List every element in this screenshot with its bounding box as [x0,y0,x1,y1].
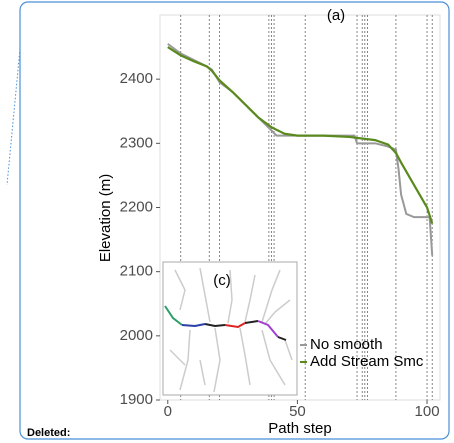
plot: 1900 2000 2100 2200 2300 2400 0 50 100 (a) Path st… [97,7,441,437]
legend-label: Add Stream Smc [310,353,424,370]
legend-label: No smooth [310,336,383,353]
inset-stream [264,299,291,325]
y-axis-label: Elevation (m) [97,174,114,262]
inset-stream [239,327,251,386]
inset-river [224,322,246,329]
inset-river [204,323,226,328]
inset-stream [227,269,233,324]
inset-stream [199,267,211,323]
inset-stream [284,339,293,361]
inset-stream [199,359,206,386]
x-tick-label: 0 [164,403,172,420]
balloon-border [19,1,450,440]
x-tick-label: 50 [289,403,306,420]
inset-river [181,323,206,328]
inset-stream [174,269,186,311]
chart-title: (a) [327,7,345,24]
inset-river [277,336,287,341]
y-tick-label: 2100 [120,263,153,280]
y-tick-label: 1900 [120,391,153,408]
inset-stream [261,269,281,323]
inset-stream [213,327,221,393]
y-tick-label: 2000 [120,327,153,344]
inset-label: (c) [213,272,231,289]
y-tick-label: 2300 [120,134,153,151]
inset-river [164,305,183,326]
inset-map: (c) [162,261,298,396]
inset-river [257,320,279,338]
series-line [167,46,434,224]
y-tick-label: 2400 [120,70,153,87]
x-axis-label: Path step [268,420,331,437]
y-tick-label: 2200 [120,198,153,215]
deleted-label: Deleted: [27,427,70,439]
inset-stream [169,349,186,366]
inset-river [244,320,259,324]
inset-stream [244,274,256,323]
inset-stream [179,329,191,391]
inset-stream [261,329,286,386]
x-tick-label: 100 [415,403,440,420]
